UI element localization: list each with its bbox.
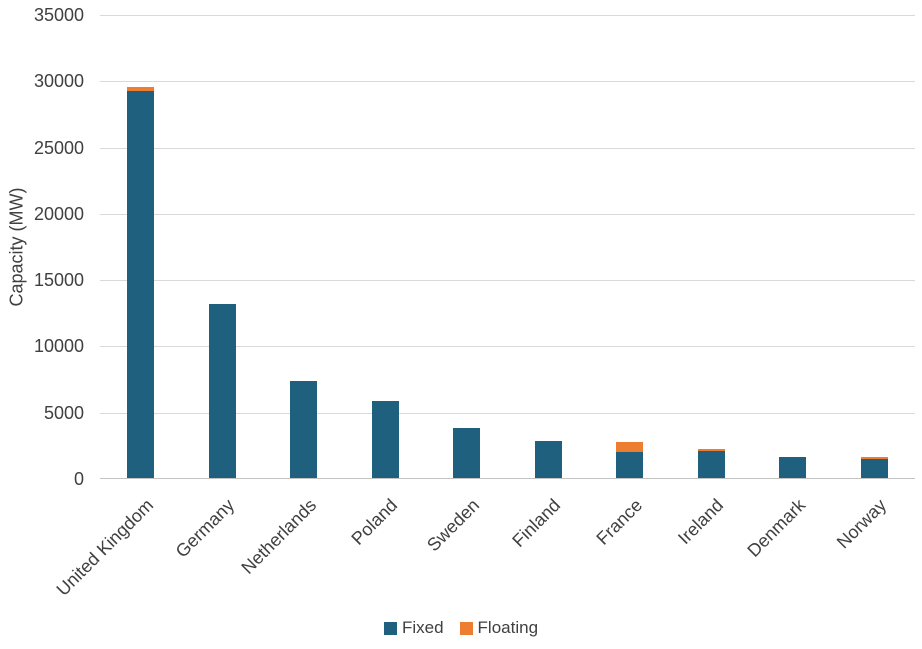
x-axis-category-labels: United Kingdom Germany Netherlands Poland Sw… (52, 479, 915, 619)
gridline-20000 (100, 213, 915, 215)
y-axis-tick-labels: 0 5000 10000 15000 20000 25000 30000 35000 (0, 0, 84, 649)
bar-segment-floating (697, 448, 725, 451)
bar-segment-fixed (860, 459, 888, 478)
legend-swatch-fixed-icon (383, 621, 397, 635)
bar-segment-fixed (779, 456, 807, 478)
x-category-label: Ireland (674, 495, 728, 549)
x-category-label: Norway (833, 495, 891, 553)
bar-poland (371, 401, 399, 478)
bar-sweden (453, 428, 481, 478)
plot-area (100, 15, 915, 479)
gridline-15000 (100, 280, 915, 282)
bar-segment-fixed (290, 381, 318, 478)
bar-finland (534, 440, 562, 478)
bar-segment-fixed (127, 90, 155, 478)
y-tick-label-20000: 20000 (33, 203, 84, 224)
bar-denmark (779, 456, 807, 478)
bar-segment-fixed (697, 450, 725, 478)
x-category-label: Poland (347, 495, 402, 549)
gridline-35000 (100, 15, 915, 16)
y-tick-label-10000: 10000 (33, 336, 84, 357)
x-category-label: Netherlands (237, 495, 320, 578)
bar-segment-fixed (453, 428, 481, 478)
bar-segment-floating (616, 441, 644, 452)
x-category-label: Denmark (743, 495, 809, 561)
bar-segment-fixed (534, 440, 562, 478)
bar-segment-fixed (371, 401, 399, 478)
bar-norway (860, 456, 888, 478)
x-axis-line (100, 478, 915, 479)
y-tick-label-30000: 30000 (33, 71, 84, 92)
bar-segment-floating (127, 86, 155, 91)
x-category-label: Germany (171, 495, 239, 562)
gridline-30000 (100, 81, 915, 83)
bar-netherlands (290, 381, 318, 478)
bar-france (616, 441, 644, 478)
bar-germany (208, 304, 236, 478)
gridline-25000 (100, 147, 915, 149)
bar-segment-fixed (616, 451, 644, 478)
legend-label-floating: Floating (477, 618, 539, 637)
bar-united-kingdom (127, 86, 155, 478)
y-tick-label-25000: 25000 (33, 137, 84, 158)
x-category-label: Sweden (422, 495, 483, 556)
y-tick-label-5000: 5000 (43, 402, 84, 423)
y-tick-label-15000: 15000 (33, 270, 84, 291)
legend-label-fixed: Fixed (401, 618, 444, 637)
y-tick-label-0: 0 (73, 469, 84, 489)
y-tick-label-35000: 35000 (33, 5, 84, 25)
legend-item-floating: Floating (459, 618, 539, 638)
legend-item-fixed: Fixed (383, 618, 444, 638)
gridline-5000 (100, 412, 915, 414)
x-category-label: Finland (508, 495, 565, 551)
gridline-10000 (100, 346, 915, 348)
bar-segment-floating (860, 456, 888, 460)
x-category-label: France (592, 495, 646, 549)
bar-segment-fixed (208, 304, 236, 478)
bar-ireland (697, 448, 725, 478)
legend: Fixed Floating (0, 618, 922, 638)
legend-swatch-floating-icon (459, 621, 473, 635)
